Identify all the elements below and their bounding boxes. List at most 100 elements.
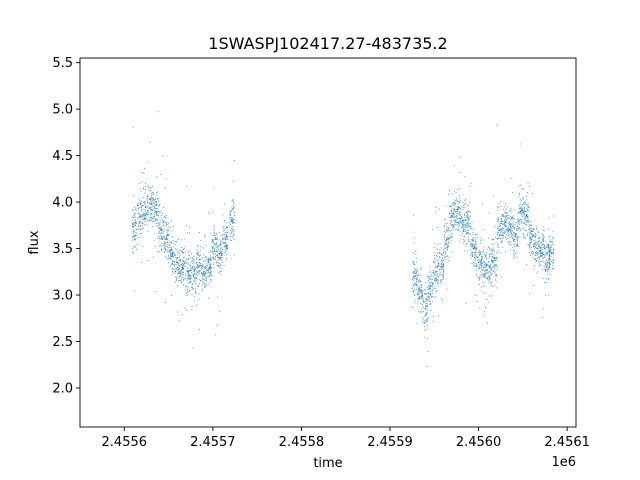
data-point [502,201,504,203]
data-point [469,233,471,235]
data-point [448,260,450,262]
data-point [525,229,527,231]
data-point [166,239,168,241]
data-point [202,282,204,284]
data-point [478,266,480,268]
x-tick-label: 2.4556 [102,435,148,450]
data-point [551,244,553,246]
data-point [419,280,421,282]
data-point [427,320,429,322]
data-point [452,202,454,204]
data-point [544,294,547,296]
data-point [501,237,504,239]
data-point [530,252,532,254]
data-point [518,223,520,225]
data-point [467,221,469,223]
data-point [444,245,446,247]
data-point [457,230,460,232]
data-point [211,251,213,253]
data-point [548,235,550,237]
data-point [501,223,503,225]
data-point [229,226,231,228]
data-point [143,201,145,203]
data-point [182,277,184,279]
data-point [435,261,437,263]
data-point [528,228,530,230]
data-point [226,257,228,260]
data-point [472,256,474,258]
data-point [542,238,544,240]
data-point [179,279,181,282]
data-point [469,243,471,245]
data-point [212,266,214,268]
data-point [149,141,151,143]
data-point [220,235,222,237]
data-point [443,265,445,267]
data-point [414,275,416,278]
data-point [191,286,193,288]
data-point [497,237,499,239]
data-point [196,259,198,261]
data-point [213,239,215,241]
data-point [439,265,442,267]
data-point [195,269,197,271]
data-point [178,267,180,269]
data-point [171,271,174,273]
data-point [516,238,518,240]
data-point [153,217,155,219]
data-point [430,309,432,312]
data-point [512,223,514,225]
data-point [136,222,138,224]
data-point [180,272,182,275]
data-point [144,211,146,213]
data-point [536,246,538,248]
data-point [132,238,134,240]
data-point [513,252,515,254]
data-point [140,210,143,212]
data-point [446,259,448,261]
data-point [198,261,200,263]
data-point [512,234,514,236]
data-point [526,218,528,220]
data-point [205,284,207,286]
data-point [422,317,424,319]
data-point [512,239,515,241]
data-point [503,233,505,235]
data-point [542,247,544,249]
data-point [206,268,208,270]
data-point [426,300,428,302]
data-point [531,228,533,230]
data-point [414,302,416,304]
data-point [419,298,421,300]
data-point [477,256,479,258]
data-point [415,257,417,260]
data-point [434,252,436,254]
data-point [145,182,147,184]
data-point [508,221,510,223]
data-point [421,290,423,292]
data-point [438,266,440,268]
data-point [498,223,500,225]
data-point [220,270,222,273]
data-point [147,260,149,262]
data-point [548,256,550,258]
data-point [143,196,145,199]
data-point [213,231,215,233]
data-point [165,214,167,216]
data-point [486,266,488,268]
data-point [181,251,183,253]
data-point [550,253,552,255]
data-point [490,295,492,297]
data-point [164,247,166,249]
data-point [161,219,164,221]
data-point [461,227,463,229]
data-point [438,252,440,254]
data-point [144,202,146,204]
data-point [535,253,538,255]
data-point [216,261,218,263]
data-point [161,246,163,248]
data-point [477,276,479,278]
data-point [478,259,480,261]
data-point [219,250,221,252]
data-point [210,272,212,274]
